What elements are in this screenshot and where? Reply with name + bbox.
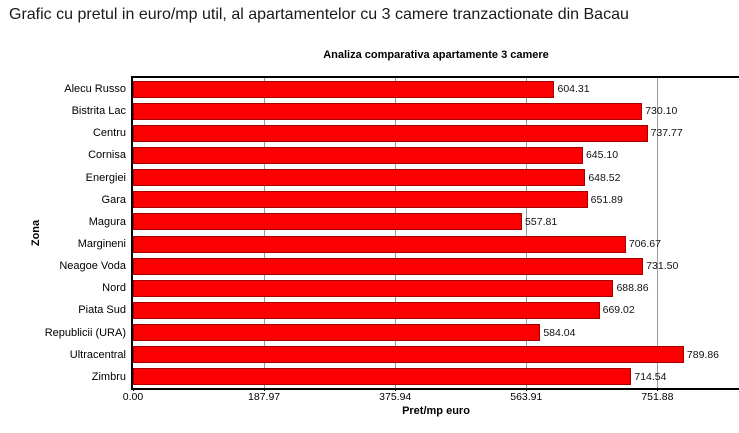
bar (133, 213, 523, 231)
category-label: Cornisa (88, 149, 126, 162)
x-tick-mark (395, 388, 397, 391)
bar (133, 102, 643, 120)
bar (133, 80, 555, 98)
bar-row: 731.50 (133, 255, 739, 277)
category-label: Republicii (URA) (44, 326, 126, 339)
bar-value-label: 645.10 (585, 149, 619, 162)
bar-row: 648.52 (133, 167, 739, 189)
category-label: Gara (101, 193, 126, 206)
x-tick-label: 563.91 (510, 391, 543, 403)
chart-title: Analiza comparativa apartamente 3 camere (323, 49, 549, 61)
bar-value-label: 789.86 (686, 348, 720, 361)
bar-value-label: 648.52 (588, 171, 621, 184)
category-label: Piata Sud (78, 304, 126, 317)
bar-value-label: 688.86 (616, 282, 649, 295)
category-label: Margineni (77, 238, 126, 251)
category-label: Ultracentral (69, 348, 126, 361)
gridline (657, 78, 659, 388)
bar-value-label: 714.54 (634, 370, 667, 383)
bar (133, 235, 626, 253)
gridline (395, 78, 397, 388)
bar (133, 368, 632, 386)
bar (133, 324, 541, 342)
x-axis-label: Pret/mp euro (402, 405, 470, 417)
bar-row: 557.81 (133, 211, 739, 233)
category-label: Nord (102, 282, 126, 295)
category-label: Centru (92, 127, 126, 140)
x-tick-mark (133, 388, 134, 391)
bar (133, 169, 586, 187)
gridline (264, 78, 266, 388)
bar (133, 191, 588, 209)
bar-row: 604.31 (133, 78, 739, 100)
bar-value-label: 737.77 (650, 127, 683, 140)
category-label: Bistrita Lac (71, 105, 126, 118)
category-label: Magura (88, 215, 126, 228)
bar-value-label: 651.89 (590, 193, 623, 206)
bar-value-label: 584.04 (543, 326, 576, 339)
bar-value-label: 731.50 (646, 260, 679, 273)
bar-row: 669.02 (133, 299, 739, 321)
bar-row: 730.10 (133, 100, 739, 122)
x-tick-mark (657, 388, 659, 391)
bar-row: 737.77 (133, 122, 739, 144)
bar-row: 584.04 (133, 322, 739, 344)
bar (133, 257, 644, 275)
x-tick-label: 0.00 (122, 391, 144, 403)
x-tick-label: 187.97 (248, 391, 281, 403)
gridline (526, 78, 528, 388)
bar-row: 789.86 (133, 344, 739, 366)
bar (133, 346, 684, 364)
page-title: Grafic cu pretul in euro/mp util, al apa… (9, 6, 629, 23)
bar-row: 645.10 (133, 144, 739, 166)
bar-row: 688.86 (133, 277, 739, 299)
x-tick-label: 751.88 (641, 391, 674, 403)
bar (133, 301, 600, 319)
category-label: Zimbru (91, 370, 126, 383)
bar-row: 706.67 (133, 233, 739, 255)
x-tick-mark (264, 388, 266, 391)
bar-value-label: 706.67 (628, 238, 661, 251)
bar-row: 651.89 (133, 189, 739, 211)
bar-row: 714.54 (133, 366, 739, 388)
category-axis: Alecu Russo Bistrita Lac Centru Cornisa Ener… (0, 78, 126, 388)
bar-value-label: 730.10 (645, 105, 678, 118)
bar-series: 604.31 730.10 737.77 645.10 648.52 651.89 557.… (133, 78, 739, 388)
category-label: Neagoe Voda (59, 260, 126, 273)
bar (133, 146, 583, 164)
bar-value-label: 604.31 (557, 83, 590, 96)
bar (133, 124, 648, 142)
x-tick-label: 375.94 (379, 391, 412, 403)
bar (133, 279, 614, 297)
bar-value-label: 669.02 (602, 304, 635, 317)
category-label: Energiei (85, 171, 126, 184)
x-tick-mark (526, 388, 528, 391)
plot-area: 604.31 730.10 737.77 645.10 648.52 651.89 557.… (131, 76, 739, 390)
category-label: Alecu Russo (64, 83, 126, 96)
bar-value-label: 557.81 (525, 215, 558, 228)
